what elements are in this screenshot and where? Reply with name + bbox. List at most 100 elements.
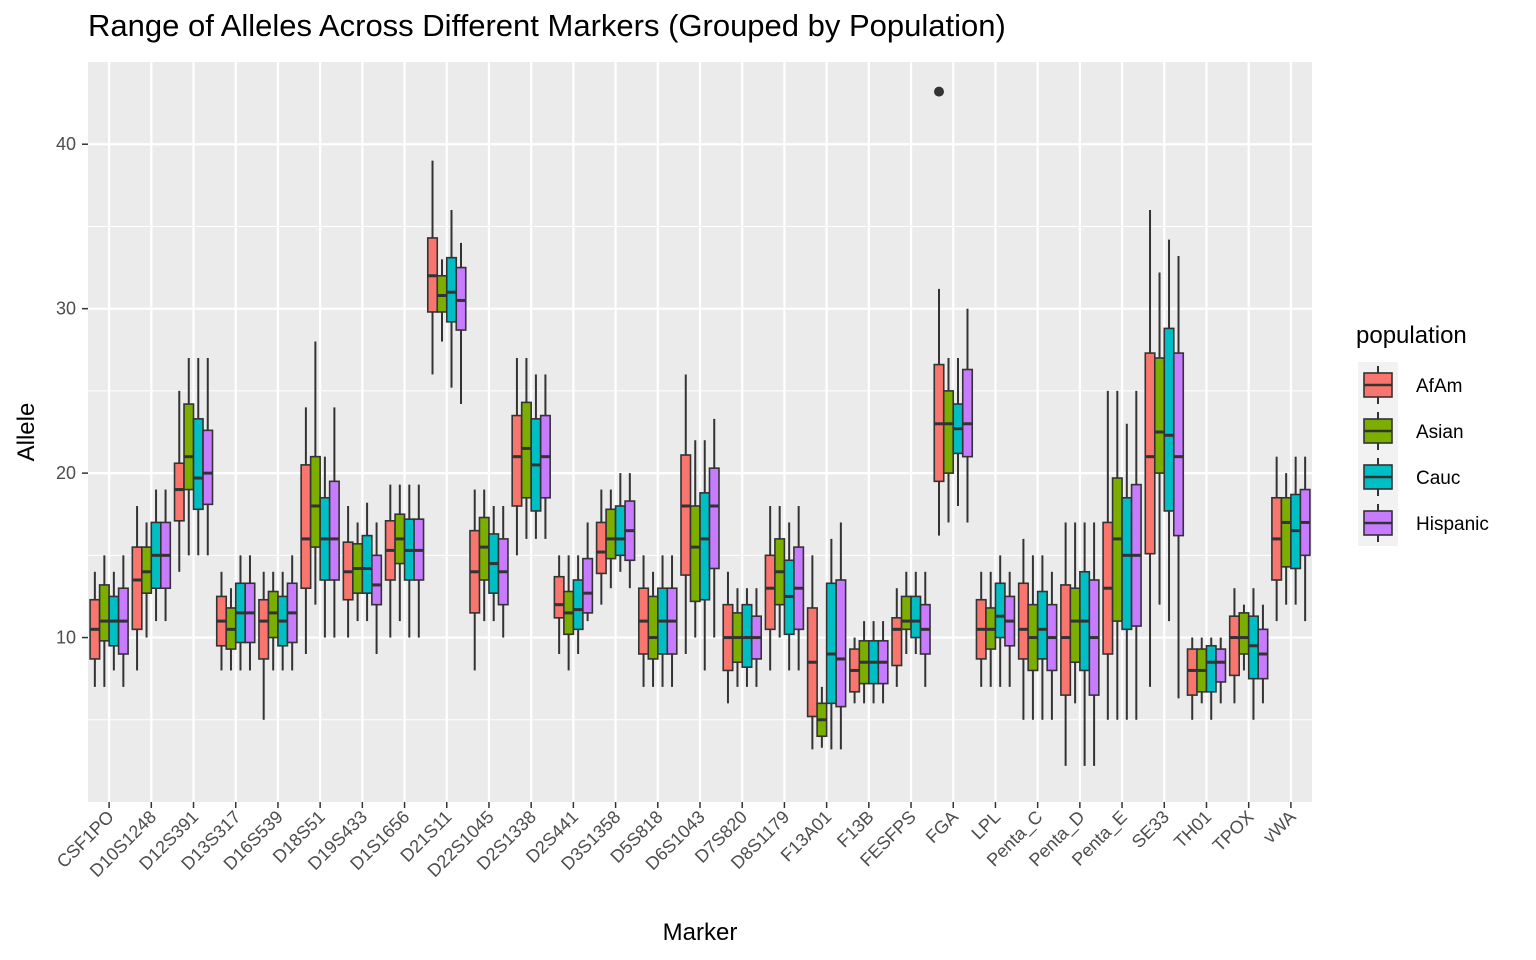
- marker-group: [89, 555, 129, 687]
- box-hispanic: [1004, 571, 1016, 687]
- marker-group: [1060, 522, 1100, 766]
- box-cauc: [1079, 522, 1091, 766]
- box-iqr: [699, 492, 711, 601]
- box-iqr: [595, 521, 607, 575]
- box-hispanic: [117, 555, 129, 687]
- x-tick-label: TH01: [1170, 807, 1215, 852]
- legend-label: Cauc: [1416, 468, 1460, 489]
- legend-item-asian: Asian: [1358, 408, 1464, 454]
- box-iqr: [267, 590, 279, 639]
- box-afam: [511, 358, 523, 556]
- box-iqr: [942, 390, 955, 474]
- box-iqr: [445, 256, 458, 323]
- marker-group: [933, 86, 974, 536]
- marker-group: [1271, 456, 1311, 622]
- box-iqr: [328, 480, 340, 581]
- box-iqr: [202, 429, 214, 506]
- legend-label: AfAm: [1416, 376, 1462, 397]
- x-axis: CSF1POD10S1248D12S391D13S317D16S539D18S5…: [53, 802, 1300, 881]
- marker-group: [891, 571, 931, 687]
- box-hispanic: [835, 522, 847, 750]
- box-iqr: [436, 274, 448, 313]
- box-hispanic: [455, 242, 467, 405]
- box-iqr: [741, 603, 753, 668]
- box-asian: [141, 522, 153, 638]
- box-cauc: [192, 358, 204, 556]
- box-hispanic: [582, 522, 594, 622]
- box-asian: [520, 358, 532, 539]
- box-iqr: [1153, 357, 1166, 474]
- box-iqr: [614, 505, 626, 557]
- box-cauc: [1036, 555, 1048, 720]
- box-iqr: [455, 266, 467, 331]
- marker-group: [173, 358, 214, 572]
- marker-group: [553, 522, 594, 671]
- x-tick-label: FGA: [922, 807, 962, 847]
- x-tick-label: TPOX: [1209, 807, 1258, 856]
- box-iqr: [1205, 644, 1217, 693]
- box-hispanic: [919, 571, 931, 687]
- box-iqr: [553, 575, 565, 619]
- box-asian: [563, 555, 575, 671]
- legend-label: Hispanic: [1416, 514, 1489, 535]
- y-tick-label: 30: [56, 299, 76, 319]
- marker-group: [1017, 538, 1058, 720]
- box-iqr: [361, 534, 373, 594]
- box-iqr: [1121, 496, 1133, 631]
- marker-group: [1186, 637, 1227, 720]
- box-hispanic: [1215, 637, 1227, 704]
- box-hispanic: [708, 418, 720, 638]
- box-hispanic: [539, 374, 551, 539]
- marker-group: [1228, 588, 1269, 720]
- x-tick-label: SE33: [1128, 807, 1173, 852]
- marker-group: [215, 555, 256, 671]
- box-iqr: [1060, 584, 1072, 696]
- box-iqr: [183, 403, 195, 491]
- box-iqr: [520, 401, 532, 499]
- box-iqr: [680, 454, 692, 576]
- box-iqr: [1017, 582, 1029, 660]
- marker-group: [300, 341, 340, 654]
- box-iqr: [1215, 648, 1227, 683]
- marker-group: [1144, 210, 1185, 699]
- box-iqr: [1144, 352, 1156, 555]
- box-afam: [891, 588, 903, 687]
- y-axis-title: Allele: [13, 403, 40, 462]
- box-afam: [426, 160, 439, 375]
- marker-group: [384, 484, 425, 638]
- y-tick-label: 40: [56, 134, 76, 154]
- marker-group: [258, 555, 298, 720]
- box-iqr: [961, 368, 974, 458]
- box-iqr: [141, 546, 153, 594]
- x-tick-label: vWA: [1259, 807, 1300, 848]
- marker-group: [595, 473, 636, 605]
- box-cauc: [108, 571, 120, 671]
- marker-group: [975, 555, 1016, 687]
- box-iqr: [764, 554, 776, 631]
- chart-title: Range of Alleles Across Different Marker…: [88, 8, 1006, 43]
- marker-group: [849, 621, 889, 704]
- y-tick-label: 10: [56, 628, 76, 648]
- box-iqr: [1228, 615, 1240, 677]
- legend-item-hispanic: Hispanic: [1358, 500, 1489, 546]
- box-iqr: [572, 579, 584, 631]
- box-hispanic: [1130, 390, 1142, 720]
- box-iqr: [582, 557, 594, 614]
- box-iqr: [1186, 648, 1198, 696]
- box-iqr: [1280, 496, 1292, 568]
- marker-group: [1102, 390, 1142, 720]
- box-asian: [816, 686, 828, 748]
- box-iqr: [689, 505, 701, 603]
- marker-group: [131, 489, 172, 671]
- box-hispanic: [1088, 522, 1100, 766]
- box-iqr: [1111, 477, 1123, 622]
- box-iqr: [371, 554, 383, 606]
- box-hispanic: [371, 522, 383, 654]
- box-iqr: [511, 414, 523, 507]
- box-iqr: [173, 462, 185, 522]
- box-iqr: [825, 582, 837, 705]
- box-asian: [394, 484, 406, 622]
- legend-item-afam: AfAm: [1358, 362, 1462, 408]
- box-iqr: [708, 467, 720, 570]
- box-iqr: [478, 516, 490, 581]
